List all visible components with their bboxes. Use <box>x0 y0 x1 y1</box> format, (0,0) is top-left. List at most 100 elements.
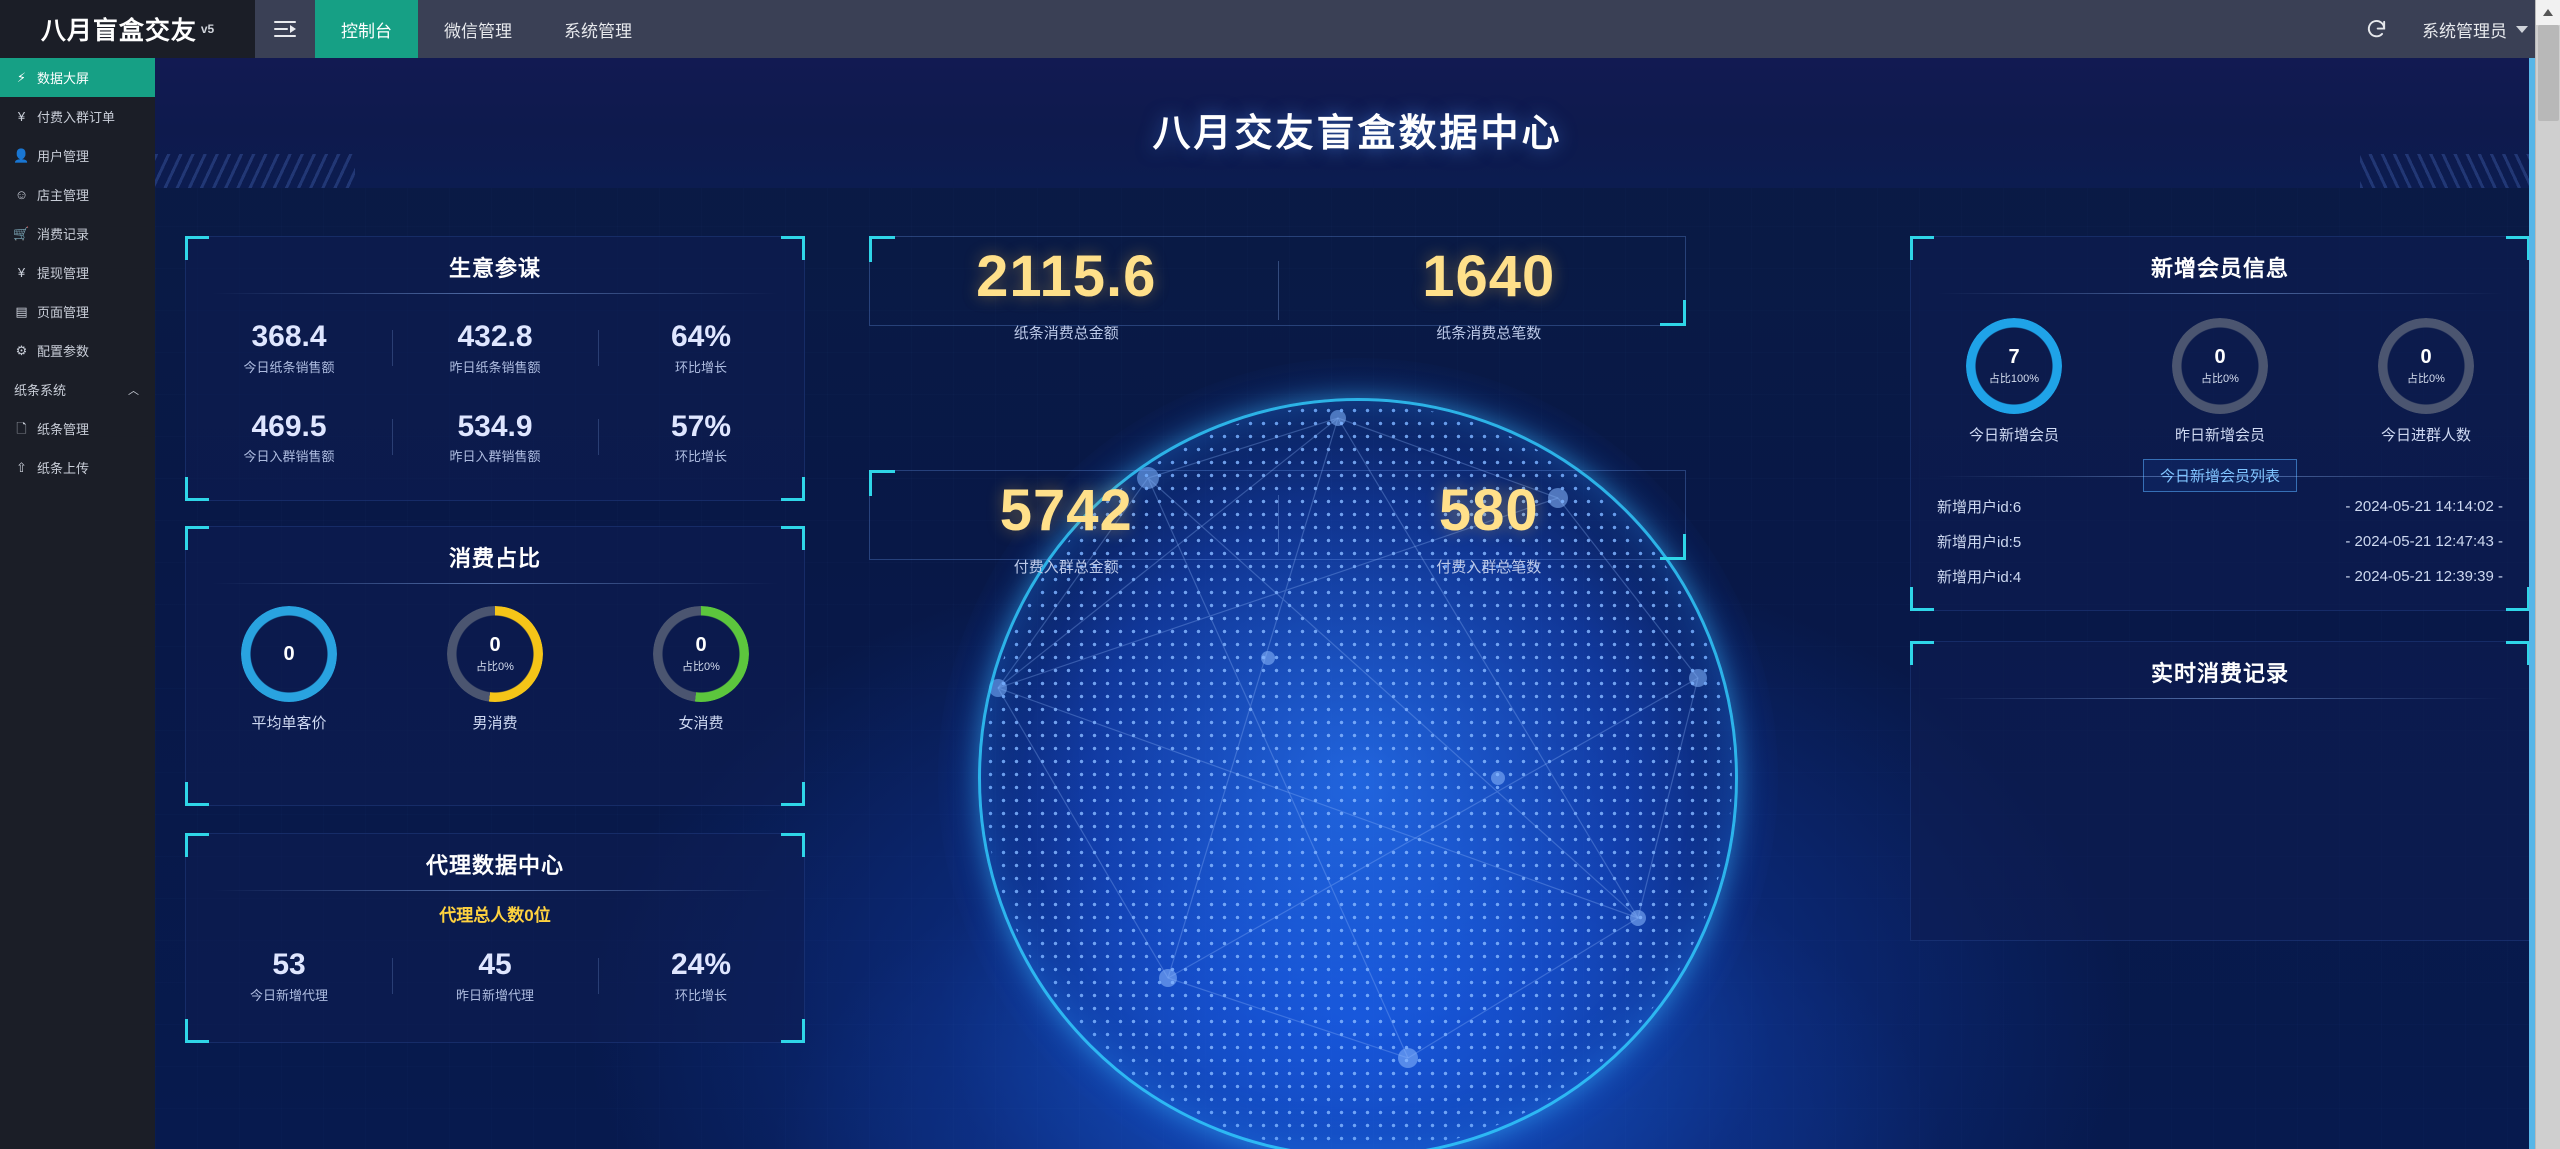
total-note-amount: 2115.6 纸条消费总金额 <box>855 248 1278 343</box>
today-new-member-list-button[interactable]: 今日新增会员列表 <box>2142 459 2297 492</box>
agent-total-subtitle: 代理总人数0位 <box>439 906 551 925</box>
panel-consumption-ratio: 消费占比 0 平均单客价 0 占比0% 男消费 <box>185 526 805 806</box>
stat-agent-growth: 24% 环比增长 <box>598 948 804 1004</box>
agent-stats: 53 今日新增代理 45 昨日新增代理 24% 环比增长 <box>186 948 804 1004</box>
list-item[interactable]: 新增用户id:6 - 2024-05-21 14:14:02 - <box>1937 489 2503 524</box>
donut-female-consumption: 0 占比0% 女消费 <box>653 606 749 733</box>
corner-bracket-br <box>2506 587 2530 611</box>
user-name: 系统管理员 <box>2422 21 2507 41</box>
cart-icon: 🛒 <box>13 226 30 241</box>
donut-caption: 今日进群人数 <box>2380 427 2471 444</box>
corner-bracket-br <box>1660 300 1686 326</box>
totals-box-bottom <box>869 470 1686 560</box>
yuan-circle-icon: ¥ <box>17 265 26 280</box>
sidebar-item-shop-owner-management[interactable]: ☺ 店主管理 <box>0 175 155 214</box>
scroll-up-button[interactable] <box>2536 0 2560 25</box>
sidebar-group-note-system[interactable]: 纸条系统 ︿ <box>0 370 155 409</box>
user-menu[interactable]: 系统管理员 <box>2408 0 2542 58</box>
nav-tabs: 控制台 微信管理 系统管理 <box>315 0 658 58</box>
gear-icon: ⚙ <box>15 343 28 358</box>
sidebar-item-withdraw-management[interactable]: ¥ 提现管理 <box>0 253 155 292</box>
panel-agent-data-center: 代理数据中心 代理总人数0位 53 今日新增代理 45 昨日新增代理 24% 环… <box>185 833 805 1043</box>
corner-bracket-tl <box>869 236 895 262</box>
sidebar-item-note-management[interactable]: 🗋 纸条管理 <box>0 409 155 448</box>
tab-wechat-management[interactable]: 微信管理 <box>444 21 512 41</box>
member-name: 新增用户id:4 <box>1937 569 2022 586</box>
donut-today-group-joins: 0 占比0% 今日进群人数 <box>2378 318 2474 445</box>
panel-title: 实时消费记录 <box>2150 661 2289 686</box>
stat-label: 昨日纸条销售额 <box>449 359 541 375</box>
donut-ring <box>1966 318 2062 414</box>
sidebar-item-config-parameters[interactable]: ⚙ 配置参数 <box>0 331 155 370</box>
sidebar-item-consumption-records[interactable]: 🛒 消费记录 <box>0 214 155 253</box>
header-stripe-left <box>155 154 355 188</box>
sidebar-item-label: 配置参数 <box>37 344 90 359</box>
corner-bracket-tr <box>781 526 805 550</box>
corner-bracket-bl <box>1910 587 1934 611</box>
business-row-2: 469.5 今日入群销售额 534.9 昨日入群销售额 57% 环比增长 <box>186 410 804 466</box>
donut-chart: 0 占比0% <box>447 606 543 702</box>
total-label: 付费入群总金额 <box>1013 559 1119 576</box>
business-row-1: 368.4 今日纸条销售额 432.8 昨日纸条销售额 64% 环比增长 <box>186 320 804 376</box>
donut-value: 0 <box>2420 345 2432 368</box>
corner-bracket-bl <box>185 1019 209 1043</box>
sidebar-item-data-screen[interactable]: ⚡ 数据大屏 <box>0 58 155 97</box>
list-item[interactable]: 新增用户id:4 - 2024-05-21 12:39:39 - <box>1937 559 2503 594</box>
note-icon: 🗋 <box>16 421 27 436</box>
corner-bracket-br <box>781 1019 805 1043</box>
total-group-count: 580 付费入群总笔数 <box>1277 482 1701 577</box>
sidebar-item-note-upload[interactable]: ⇧ 纸条上传 <box>0 448 155 487</box>
donut-subtext: 占比0% <box>682 660 720 673</box>
divider <box>212 890 778 891</box>
sidebar-toggle-button[interactable] <box>255 0 315 58</box>
stat-yesterday-note-sales: 432.8 昨日纸条销售额 <box>392 320 598 376</box>
panel-totals-2: 5742 付费入群总金额 580 付费入群总笔数 <box>855 458 1700 658</box>
sidebar-item-paid-group-orders[interactable]: ¥ 付费入群订单 <box>0 97 155 136</box>
member-time: - 2024-05-21 14:14:02 - <box>2345 498 2503 515</box>
sidebar-item-label: 用户管理 <box>37 149 90 164</box>
tab-system-management[interactable]: 系统管理 <box>564 21 632 41</box>
sidebar-item-user-management[interactable]: 👤 用户管理 <box>0 136 155 175</box>
new-member-list: 新增用户id:6 - 2024-05-21 14:14:02 - 新增用户id:… <box>1937 489 2503 594</box>
member-time: - 2024-05-21 12:47:43 - <box>2345 533 2503 550</box>
top-bar: 八月盲盒交友 v5 控制台 微信管理 系统管理 系统管理员 <box>0 0 2560 58</box>
donut-ring <box>447 606 543 702</box>
stat-value: 368.4 <box>251 320 327 353</box>
total-label: 纸条消费总笔数 <box>1436 325 1542 342</box>
stat-today-group-sales: 469.5 今日入群销售额 <box>186 410 392 466</box>
corner-bracket-tl <box>1910 641 1934 665</box>
panel-realtime-consumption: 实时消费记录 <box>1910 641 2530 941</box>
corner-bracket-tl <box>1910 236 1934 260</box>
sidebar-item-page-management[interactable]: ▤ 页面管理 <box>0 292 155 331</box>
panel-totals: 2115.6 纸条消费总金额 1640 纸条消费总笔数 <box>855 236 1700 466</box>
donut-value: 0 <box>283 643 295 665</box>
sidebar-item-label: 消费记录 <box>37 227 90 242</box>
list-item[interactable]: 新增用户id:5 - 2024-05-21 12:47:43 - <box>1937 524 2503 559</box>
vertical-scrollbar[interactable] <box>2535 0 2560 1149</box>
layout-icon: ▤ <box>15 304 28 319</box>
member-name: 新增用户id:5 <box>1937 534 2022 551</box>
topbar-spacer <box>658 0 2344 58</box>
consumption-donuts: 0 平均单客价 0 占比0% 男消费 0 占比0 <box>186 584 804 733</box>
tab-console[interactable]: 控制台 <box>315 0 418 58</box>
totals-row-1: 2115.6 纸条消费总金额 1640 纸条消费总笔数 <box>855 248 1700 343</box>
corner-bracket-br <box>1660 534 1686 560</box>
stat-value: 432.8 <box>457 320 533 353</box>
refresh-button[interactable] <box>2344 0 2408 58</box>
stat-note-growth: 64% 环比增长 <box>598 320 804 376</box>
upload-icon: ⇧ <box>16 460 27 475</box>
total-label: 付费入群总笔数 <box>1436 559 1542 576</box>
total-label: 纸条消费总金额 <box>1013 325 1119 342</box>
sidebar-item-label: 付费入群订单 <box>37 110 116 125</box>
stat-label: 昨日入群销售额 <box>449 449 541 464</box>
divider <box>1937 293 2503 294</box>
brand-logo[interactable]: 八月盲盒交友 v5 <box>0 0 255 58</box>
total-value: 1640 <box>1422 244 1556 309</box>
page-title: 八月交友盲盒数据中心 <box>1152 113 1563 155</box>
donut-chart: 0 占比0% <box>2172 318 2268 414</box>
corner-bracket-tr <box>2506 641 2530 665</box>
scrollbar-thumb[interactable] <box>2538 25 2559 121</box>
donut-ring <box>241 606 337 702</box>
chevron-up-icon: ︿ <box>128 384 139 397</box>
